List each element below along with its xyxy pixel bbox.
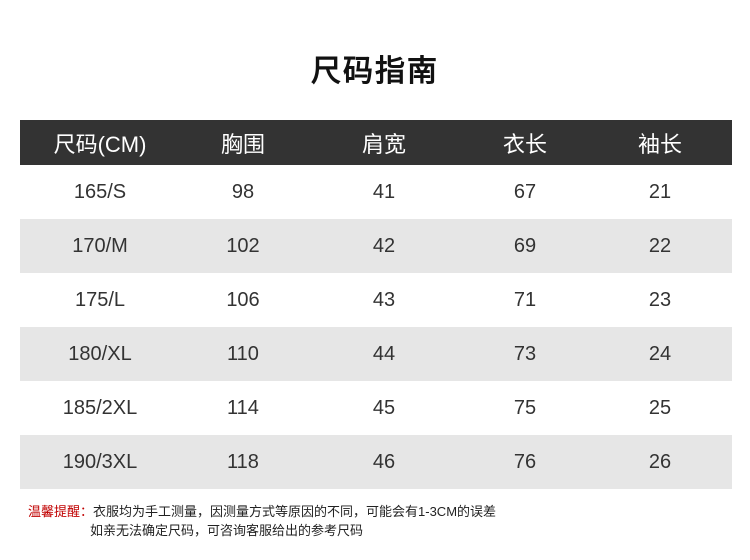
table-cell: 24 — [588, 327, 732, 381]
note-line-1: 衣服均为手工测量，因测量方式等原因的不同，可能会有1-3CM的误差 — [93, 504, 497, 519]
page-title: 尺码指南 — [311, 55, 439, 88]
table-cell: 175/L — [74, 288, 126, 311]
table-cell: 98 — [231, 180, 255, 203]
table-header-row: 尺码(CM) 胸围 肩宽 衣长 袖长 — [20, 120, 732, 165]
table-row: 185/2XL 114 45 75 25 — [20, 381, 732, 435]
table-cell: 190/3XL — [20, 435, 180, 489]
table-cell: 69 — [462, 219, 588, 273]
table-cell: 25 — [648, 396, 672, 419]
column-header: 尺码(CM) — [20, 120, 180, 165]
table-row: 165/S 98 41 67 21 — [20, 165, 732, 219]
table-cell: 106 — [226, 288, 260, 311]
table-cell: 110 — [180, 327, 306, 381]
table-cell: 185/2XL — [62, 396, 138, 419]
table-row: 180/XL 110 44 73 24 — [20, 327, 732, 381]
column-header: 胸围 — [180, 120, 306, 165]
table-cell: 118 — [180, 435, 306, 489]
size-note: 温馨提醒：衣服均为手工测量，因测量方式等原因的不同，可能会有1-3CM的误差 如… — [28, 502, 496, 540]
table-cell: 45 — [372, 396, 396, 419]
table-row: 190/3XL 118 46 76 26 — [20, 435, 732, 489]
table-row: 175/L 106 43 71 23 — [20, 273, 732, 327]
column-header: 肩宽 — [306, 120, 462, 165]
note-line-2: 如亲无法确定尺码，可咨询客服给出的参考尺码 — [90, 523, 364, 538]
table-cell: 102 — [180, 219, 306, 273]
table-cell: 43 — [372, 288, 396, 311]
table-cell: 26 — [588, 435, 732, 489]
table-cell: 23 — [648, 288, 672, 311]
table-cell: 76 — [462, 435, 588, 489]
column-header: 袖长 — [588, 120, 732, 165]
table-cell: 165/S — [73, 180, 127, 203]
table-cell: 21 — [648, 180, 672, 203]
table-cell: 44 — [306, 327, 462, 381]
size-chart-table: 尺码(CM) 胸围 肩宽 衣长 袖长 165/S 98 41 67 21 170/M 102 42 69… — [20, 120, 732, 489]
note-label: 温馨提醒： — [28, 504, 94, 519]
table-cell: 22 — [588, 219, 732, 273]
table-cell: 114 — [227, 396, 259, 419]
table-cell: 75 — [513, 396, 537, 419]
table-cell: 180/XL — [20, 327, 180, 381]
table-cell: 42 — [306, 219, 462, 273]
table-cell: 46 — [306, 435, 462, 489]
table-cell: 71 — [513, 288, 537, 311]
table-cell: 67 — [513, 180, 537, 203]
table-cell: 170/M — [20, 219, 180, 273]
table-cell: 41 — [372, 180, 396, 203]
table-row: 170/M 102 42 69 22 — [20, 219, 732, 273]
column-header: 衣长 — [462, 120, 588, 165]
table-cell: 73 — [462, 327, 588, 381]
